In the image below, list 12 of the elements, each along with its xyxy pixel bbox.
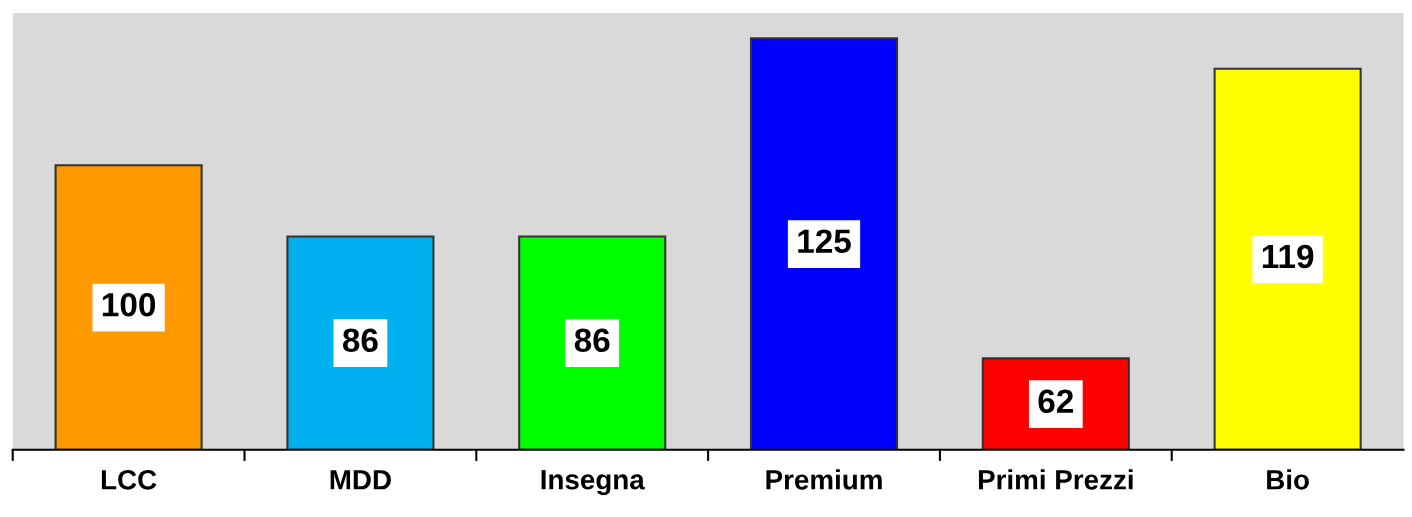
data-label: 86: [574, 328, 610, 353]
data-label: 86: [342, 328, 378, 353]
data-label: 119: [1262, 244, 1314, 269]
x-tick-label: Insegna: [541, 470, 645, 496]
x-tick-label: MDD: [330, 470, 391, 490]
data-label: 100: [102, 292, 156, 317]
data-label: 125: [798, 229, 851, 253]
x-tick-label: Bio: [1267, 469, 1309, 490]
data-label: 62: [1038, 389, 1074, 414]
x-tick-label: Premium: [766, 469, 882, 490]
x-tick-label: Primi Prezzi: [978, 469, 1133, 490]
x-tick-label: LCC: [101, 469, 157, 490]
